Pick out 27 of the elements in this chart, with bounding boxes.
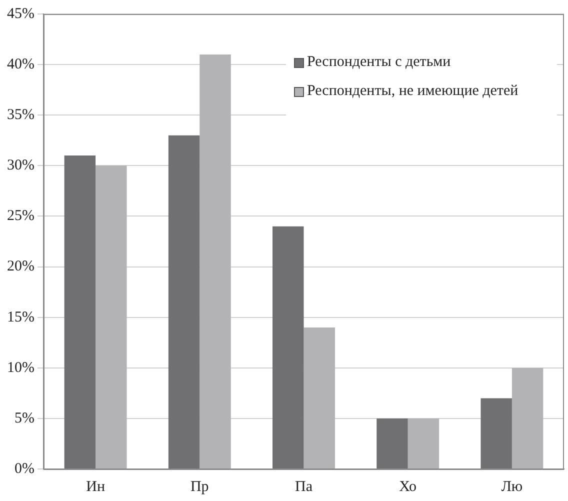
bar — [304, 327, 335, 468]
y-tick-label: 30% — [6, 158, 34, 174]
bar — [96, 166, 127, 468]
y-tick-label: 40% — [6, 56, 34, 72]
x-tick-label: Лю — [501, 478, 523, 495]
y-tick-label: 35% — [6, 107, 34, 124]
x-tick-label: Ин — [86, 478, 105, 495]
x-tick-label: Хо — [399, 478, 417, 495]
legend-label: Респонденты, не имеющие детей — [307, 83, 518, 100]
bar — [512, 368, 544, 468]
x-tick-label: Па — [295, 478, 313, 495]
bar — [272, 226, 304, 468]
y-tick-label: 0% — [14, 460, 34, 477]
bar — [480, 398, 512, 468]
bar — [376, 418, 408, 468]
y-tick-label: 45% — [6, 6, 34, 22]
bar — [408, 418, 440, 468]
y-tick-label: 25% — [6, 208, 34, 224]
y-tick-label: 10% — [6, 360, 34, 376]
y-tick-label: 15% — [6, 309, 34, 326]
bar — [168, 135, 200, 468]
x-tick-label: Пр — [190, 478, 209, 495]
y-tick-label: 5% — [14, 410, 34, 426]
legend-label: Респонденты с детьми — [307, 54, 451, 71]
bar — [64, 156, 96, 468]
bar — [200, 54, 231, 468]
y-tick-label: 20% — [6, 258, 34, 275]
